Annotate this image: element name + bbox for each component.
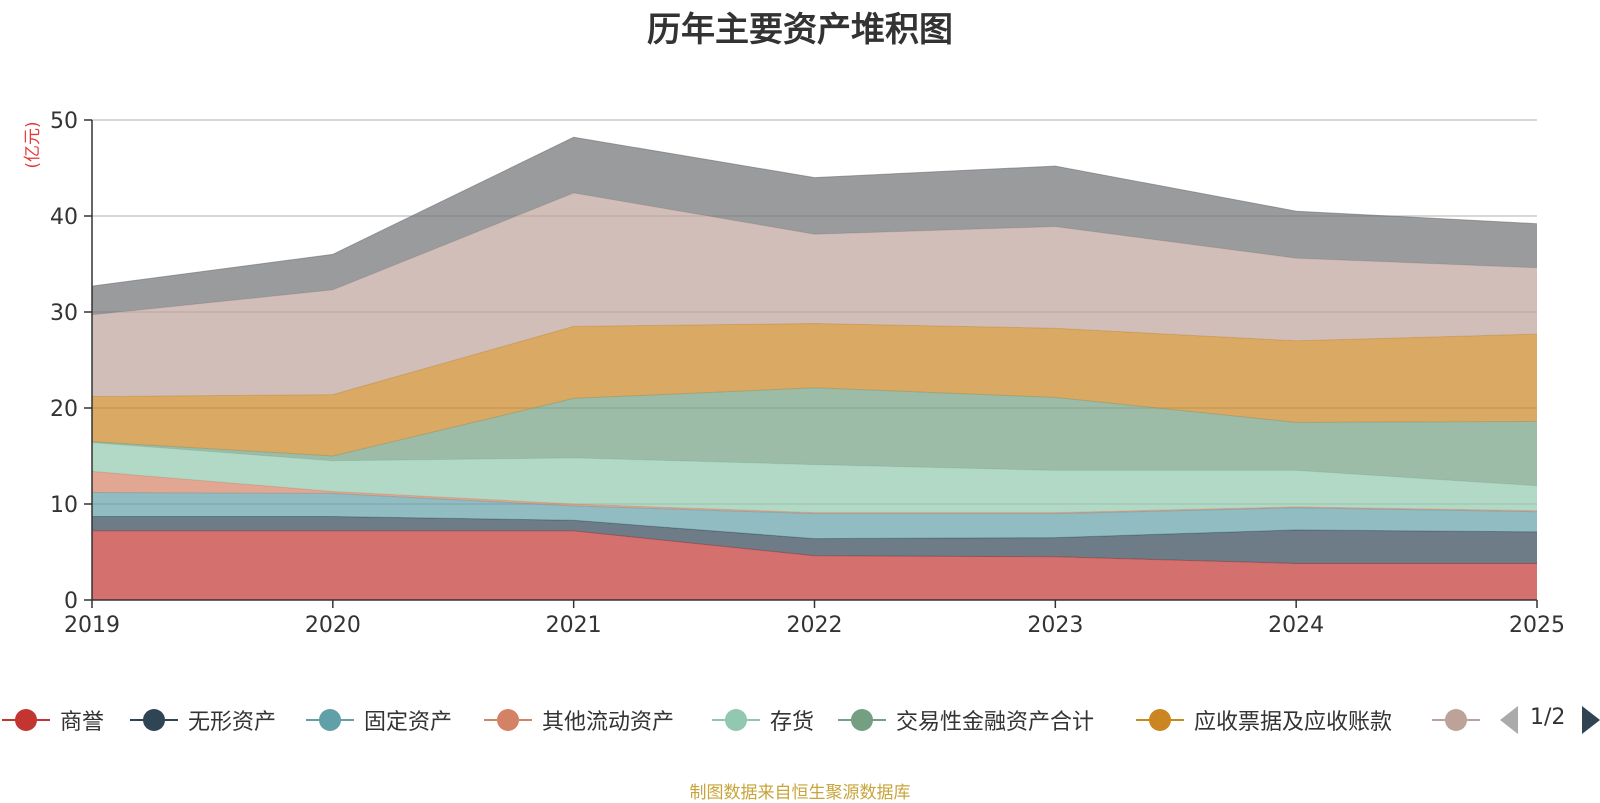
area-series-8	[92, 137, 1537, 315]
area-series-4	[92, 442, 1537, 513]
y-tick-label: 20	[50, 397, 78, 422]
legend-label: 其他流动资产	[542, 710, 675, 735]
x-tick-label: 2020	[305, 613, 361, 638]
area-series-6	[92, 323, 1537, 456]
legend-marker-icon	[130, 700, 178, 740]
x-tick-label: 2022	[787, 613, 843, 638]
legend-item-6[interactable]: 应收票据及应收账款	[1136, 700, 1392, 740]
pager-page-indicator: 1/2	[1530, 705, 1566, 730]
pager-prev-icon[interactable]	[1500, 706, 1518, 734]
x-tick-label: 2025	[1509, 613, 1565, 638]
area-series-2	[92, 492, 1537, 539]
legend-item-7[interactable]	[1432, 700, 1490, 740]
legend-label: 无形资产	[188, 710, 277, 735]
legend-label: 商誉	[60, 710, 105, 735]
legend-marker-icon	[838, 700, 886, 740]
x-tick-label: 2024	[1268, 613, 1324, 638]
legend-item-5[interactable]: 交易性金融资产合计	[838, 700, 1094, 740]
legend-marker-icon	[2, 700, 50, 740]
area-series-7	[92, 193, 1537, 397]
legend-item-3[interactable]: 其他流动资产	[484, 700, 674, 740]
x-tick-label: 2021	[546, 613, 602, 638]
legend-item-2[interactable]: 固定资产	[306, 700, 452, 740]
legend-item-1[interactable]: 无形资产	[130, 700, 276, 740]
legend-label: 固定资产	[364, 710, 453, 735]
legend-label: 存货	[770, 710, 815, 735]
legend-marker-icon	[1136, 700, 1184, 740]
pager-next-icon[interactable]	[1582, 706, 1600, 734]
area-series-0	[92, 530, 1537, 600]
x-tick-label: 2023	[1027, 613, 1083, 638]
x-tick-label: 2019	[64, 613, 120, 638]
area-series-1	[92, 516, 1537, 564]
legend-item-0[interactable]: 商誉	[2, 700, 104, 740]
legend-item-4[interactable]: 存货	[712, 700, 814, 740]
area-series-edge-8	[91, 136, 1538, 287]
legend-marker-icon	[712, 700, 760, 740]
area-series-5	[92, 387, 1537, 486]
y-tick-label: 10	[50, 493, 78, 518]
legend-marker-icon	[484, 700, 532, 740]
legend: 商誉 无形资产 固定资产 其他流动资产 存货 交易性金融资产合计 应收票据及应收…	[0, 700, 1600, 740]
y-tick-label: 40	[50, 205, 78, 230]
y-axis-unit-label: (亿元)	[23, 121, 43, 168]
chart-title: 历年主要资产堆积图	[647, 10, 953, 50]
legend-label: 交易性金融资产合计	[896, 710, 1095, 735]
axis-layer: 0 10 20 30 40 50 2019 2020 2021 2022 2023 2024 2025	[50, 109, 1565, 638]
legend-marker-icon	[1432, 700, 1480, 740]
y-tick-label: 30	[50, 301, 78, 326]
y-tick-label: 50	[50, 109, 78, 134]
series-layer	[91, 136, 1538, 600]
y-tick-label: 0	[64, 589, 78, 614]
legend-marker-icon	[306, 700, 354, 740]
legend-label: 应收票据及应收账款	[1194, 710, 1393, 735]
source-note: 制图数据来自恒生聚源数据库	[689, 783, 911, 803]
legend-pager: 1/2	[1500, 700, 1600, 740]
